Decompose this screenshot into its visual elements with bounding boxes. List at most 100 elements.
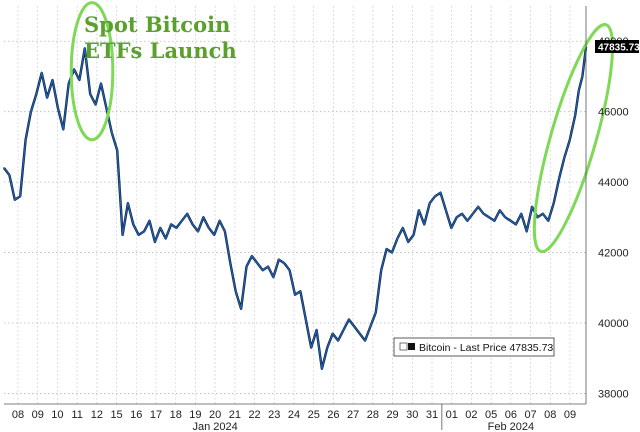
data-point — [310, 346, 313, 349]
x-tick-label: 08 — [12, 409, 24, 421]
x-tick-label: 06 — [505, 409, 517, 421]
data-point — [428, 202, 431, 205]
data-point — [504, 216, 507, 219]
data-point — [385, 248, 388, 250]
annotation-line1: Spot Bitcoin — [84, 12, 230, 37]
legend-label: Bitcoin - Last Price 47835.73 — [419, 342, 553, 354]
legend-marker — [408, 343, 415, 350]
data-point — [153, 241, 156, 243]
data-point — [558, 177, 560, 180]
data-point — [369, 325, 372, 328]
data-point — [531, 205, 534, 208]
data-point — [418, 209, 420, 212]
data-point — [24, 138, 27, 141]
x-tick-label: 09 — [32, 409, 44, 421]
data-point — [466, 219, 469, 222]
x-tick-label: 30 — [406, 409, 418, 421]
data-point — [73, 68, 75, 71]
data-point — [568, 138, 571, 141]
highlight-ellipses — [69, 1, 615, 254]
data-point — [520, 212, 523, 215]
data-point — [321, 367, 323, 370]
data-point — [541, 212, 544, 215]
data-point — [132, 223, 135, 226]
data-point — [331, 332, 334, 335]
x-tick-label: 01 — [446, 409, 458, 421]
data-point — [121, 234, 124, 236]
data-point — [304, 318, 307, 321]
x-tick-label: 24 — [288, 409, 300, 421]
data-point — [450, 226, 453, 229]
x-tick-label: 27 — [347, 409, 359, 421]
y-axis: 380004000042000440004600048000 — [585, 6, 629, 404]
data-point — [294, 293, 296, 296]
data-point — [234, 290, 237, 293]
data-point — [488, 216, 490, 219]
y-tick-label: 38000 — [598, 388, 629, 400]
y-tick-label: 44000 — [598, 177, 629, 189]
y-tick-label: 40000 — [598, 318, 629, 330]
data-point — [412, 234, 415, 236]
data-point — [552, 202, 555, 205]
month-label-feb: Feb 2024 — [488, 421, 534, 432]
data-point — [51, 79, 54, 81]
y-tick-label: 42000 — [598, 248, 629, 260]
data-point — [547, 219, 550, 222]
data-point — [46, 96, 49, 99]
data-point — [509, 219, 512, 222]
data-point — [401, 226, 404, 229]
data-point — [256, 262, 259, 265]
x-tick-label: 25 — [308, 409, 320, 421]
data-point — [380, 269, 383, 272]
x-tick-label: 19 — [189, 409, 201, 421]
data-point — [94, 103, 97, 106]
gridlines — [4, 6, 586, 404]
data-point — [186, 212, 189, 215]
data-point — [127, 202, 129, 205]
data-point — [40, 72, 43, 74]
data-point — [315, 329, 318, 331]
x-tick-label: 23 — [268, 409, 280, 421]
data-point — [197, 230, 199, 233]
data-point — [240, 308, 243, 310]
x-tick-label: 15 — [110, 409, 122, 421]
data-point — [110, 131, 113, 134]
x-tick-label: 22 — [248, 409, 260, 421]
x-tick-label: 05 — [485, 409, 497, 421]
data-point — [213, 234, 216, 236]
data-point — [3, 167, 5, 169]
data-point — [455, 216, 458, 219]
x-axis: 08 09 10 11 12 15 16 17 18 19 20 21 22 23 24 25 26 27 28 29… — [4, 403, 586, 432]
data-point — [267, 265, 269, 268]
x-tick-label: 09 — [564, 409, 576, 421]
x-tick-label: 16 — [130, 409, 142, 421]
x-tick-label: 28 — [367, 409, 379, 421]
recent-rally-ellipse — [532, 23, 615, 254]
series-layer — [3, 46, 588, 370]
data-point — [288, 269, 291, 272]
data-point — [143, 230, 146, 233]
last-price-label: 47835.73 — [598, 43, 640, 54]
x-tick-label: 17 — [150, 409, 162, 421]
data-point — [8, 174, 11, 176]
data-point — [391, 251, 393, 254]
x-tick-label: 08 — [544, 409, 556, 421]
data-point — [229, 262, 232, 265]
data-point — [19, 195, 22, 198]
data-point — [374, 311, 377, 314]
data-point — [574, 114, 577, 117]
last-price-tag: 47835.73 — [595, 40, 640, 54]
data-point — [148, 219, 151, 222]
data-point — [164, 237, 167, 240]
month-label-jan: Jan 2024 — [193, 421, 238, 432]
data-point — [159, 226, 162, 229]
data-point — [100, 82, 102, 85]
data-point — [224, 230, 226, 233]
series-line — [3, 46, 587, 370]
data-point — [13, 198, 16, 201]
data-point — [67, 82, 70, 85]
x-tick-label: 11 — [71, 409, 82, 421]
x-tick-label: 12 — [91, 409, 103, 421]
data-point — [180, 219, 183, 222]
